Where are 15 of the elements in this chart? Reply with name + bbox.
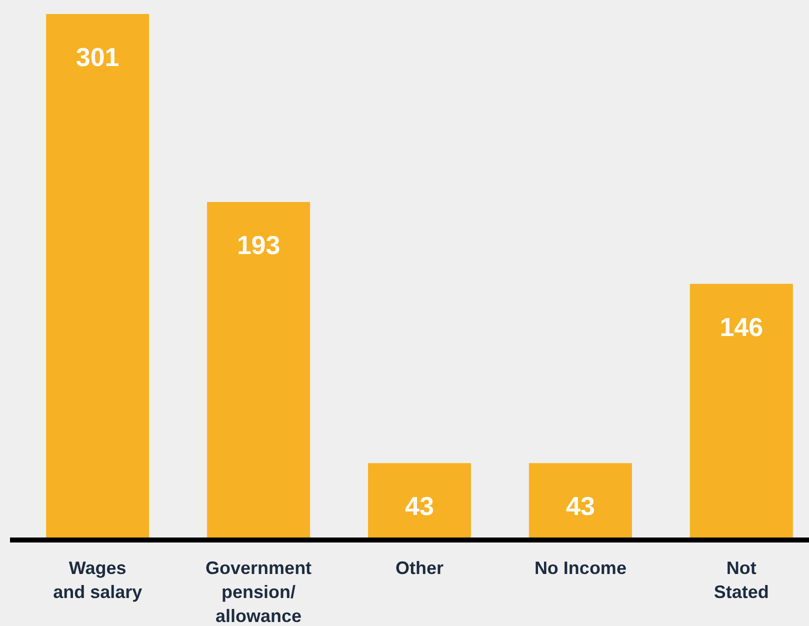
data-label: 301 [76, 42, 120, 72]
bar [207, 202, 310, 538]
x-tick-label: Government pension/ allowance [206, 558, 312, 626]
data-label: 146 [720, 312, 764, 342]
bar [368, 463, 472, 538]
x-tick-label: Not Stated [714, 558, 769, 602]
bar [690, 284, 793, 538]
x-tick-label: No Income [534, 558, 626, 578]
data-label: 43 [405, 491, 434, 522]
data-label: 193 [236, 230, 280, 260]
x-tick-label: Wages and salary [53, 558, 142, 602]
data-label: 43 [566, 491, 595, 522]
bar [46, 14, 150, 538]
bar [528, 463, 632, 538]
x-tick-label: Other [395, 558, 444, 578]
